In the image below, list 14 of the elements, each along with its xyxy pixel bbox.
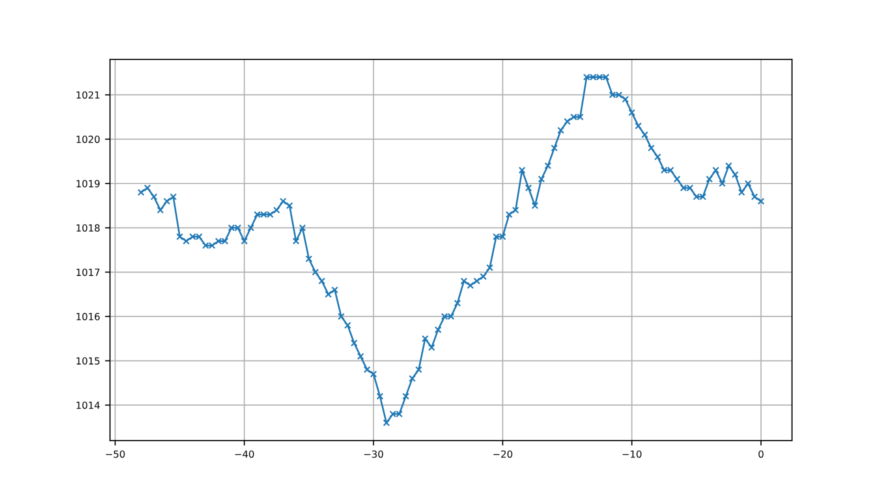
y-tick-label: 1015 xyxy=(76,357,100,365)
x-tick-label: −40 xyxy=(235,450,254,458)
y-tick-label: 1018 xyxy=(76,224,100,232)
x-tick-label: −10 xyxy=(622,450,642,458)
y-tick-label: 1014 xyxy=(76,402,100,409)
y-tick-label: 1016 xyxy=(76,312,100,320)
x-tick-label: −20 xyxy=(493,450,512,458)
y-tick-label: 1020 xyxy=(76,136,100,144)
x-tick-label: −50 xyxy=(106,450,125,458)
x-tick-label: −30 xyxy=(364,450,384,458)
y-tick-label: 1019 xyxy=(76,180,100,188)
y-tick-label: 1017 xyxy=(76,268,100,276)
y-tick-label: 1021 xyxy=(76,91,100,99)
x-tick-label: 0 xyxy=(758,450,764,458)
